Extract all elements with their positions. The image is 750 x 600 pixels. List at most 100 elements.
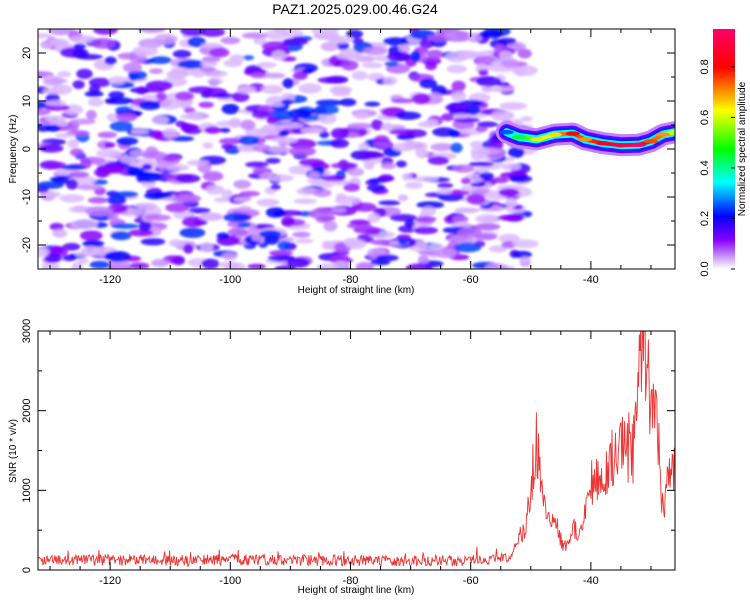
noise-blob [499,102,527,110]
noise-blob [413,226,439,235]
snr-y-tick-label: 0 [21,567,33,573]
noise-blob [398,238,409,245]
noise-blob [452,113,470,119]
noise-blob [260,84,284,94]
noise-blob [77,258,89,264]
noise-blob [315,99,343,106]
noise-blob [417,255,430,265]
noise-blob [119,155,136,164]
noise-blob [145,80,173,91]
noise-blob [38,181,64,189]
noise-blob [336,41,350,50]
noise-blob [505,197,518,208]
noise-blob [221,143,234,150]
spectrogram-marks [38,29,675,269]
ridge-point [511,134,526,140]
noise-blob [410,50,421,62]
noise-blob [498,233,520,243]
noise-blob [339,98,357,107]
noise-blob [430,143,455,151]
noise-blob [321,175,346,182]
noise-blob [141,151,168,160]
noise-blob [166,70,189,79]
noise-blob [128,229,154,237]
noise-blob [501,58,519,69]
noise-blob [492,176,509,184]
noise-blob [457,227,482,238]
noise-blob [162,155,178,162]
colorbar-gradient [713,29,735,269]
noise-blob [251,110,271,119]
noise-blobs [38,29,539,269]
noise-blob [108,76,127,85]
snr-y-tick-label: 1000 [21,478,33,502]
noise-blob [380,162,396,170]
noise-blob [282,78,294,89]
noise-blob [267,255,296,262]
noise-blob [90,38,116,49]
noise-blob [358,151,385,159]
noise-blob [370,260,391,266]
noise-blob [378,174,394,183]
ridge-point [577,137,592,142]
noise-blob [437,182,454,189]
noise-blob [365,228,381,236]
noise-blob [257,61,277,69]
noise-blob [188,207,211,214]
noise-blob [82,240,105,248]
noise-blob [52,228,68,238]
noise-blob [427,156,450,165]
noise-blob [212,92,234,99]
noise-blob [179,113,204,120]
noise-blob [498,50,514,60]
noise-blob [332,254,350,264]
noise-blob [223,213,250,222]
noise-blob [355,262,374,269]
noise-blob [132,45,159,57]
noise-blob [424,119,439,126]
noise-blob [312,188,332,198]
colorbar-tick-label: 0.4 [699,160,711,175]
noise-blob [384,61,399,67]
noise-blob [198,212,223,221]
noise-blob [343,183,361,192]
noise-blob [484,263,509,269]
noise-blob [286,257,310,268]
noise-blob [111,223,140,229]
noise-blob [200,42,223,49]
noise-blob [68,171,90,178]
snr-x-tick-label: -80 [343,575,359,587]
noise-blob [382,76,398,86]
noise-blob [87,197,109,204]
noise-blob [411,93,431,105]
noise-blob [376,254,399,262]
noise-blob [242,55,255,61]
noise-blob [129,70,147,81]
noise-blob [308,171,321,180]
noise-blob [412,176,439,182]
noise-blob [48,29,74,36]
noise-blob [512,239,539,249]
noise-blob [175,174,201,183]
noise-blob [353,111,370,120]
noise-blob [45,78,68,84]
spectrogram-y-tick-label: 20 [21,47,33,59]
noise-blob [166,164,190,171]
ridge-point [595,141,610,146]
noise-blob [117,52,138,60]
noise-blob [57,71,71,78]
noise-blob [319,131,330,139]
noise-blob [70,219,98,230]
noise-blob [250,72,266,79]
noise-blob [416,201,445,209]
noise-blob [470,147,491,156]
noise-blob [48,38,69,47]
noise-blob [308,208,335,220]
noise-blob [511,65,538,76]
noise-blob [129,262,150,269]
snr-marks [38,331,675,568]
noise-blob [144,214,172,221]
noise-blob [358,142,370,153]
noise-blob [162,127,178,139]
noise-blob [106,195,127,205]
